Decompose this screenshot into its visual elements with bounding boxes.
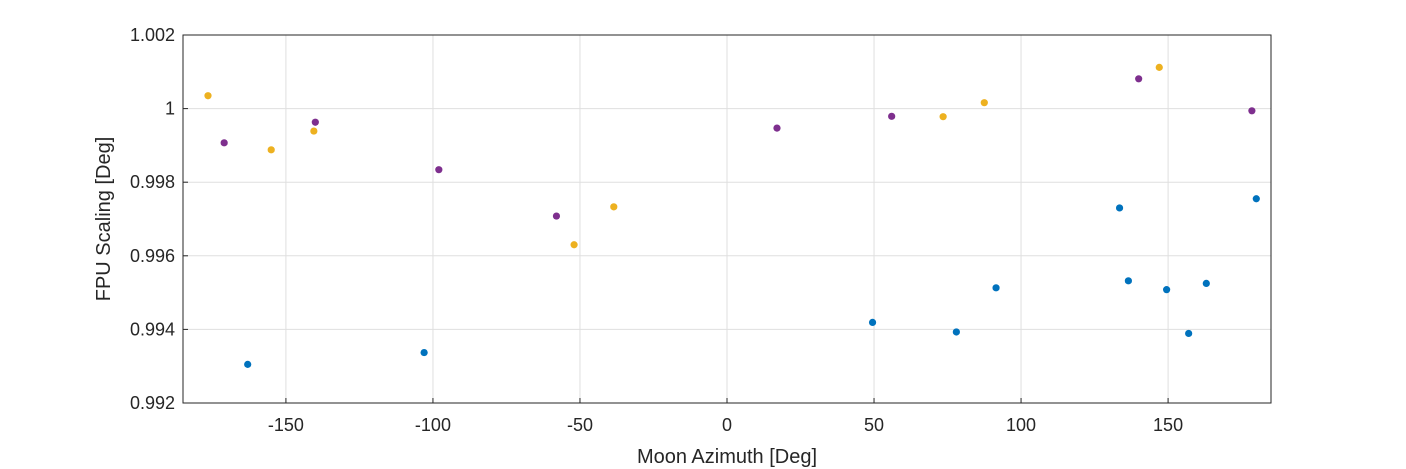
data-point bbox=[939, 113, 947, 121]
data-point bbox=[1124, 277, 1132, 285]
y-tick-label: 0.992 bbox=[130, 393, 175, 413]
data-point bbox=[1248, 107, 1256, 115]
data-point bbox=[204, 92, 212, 100]
x-axis-label: Moon Azimuth [Deg] bbox=[637, 446, 817, 468]
y-tick-label: 1.002 bbox=[130, 25, 175, 45]
y-tick-label: 0.998 bbox=[130, 172, 175, 192]
data-point bbox=[435, 166, 443, 174]
y-axis-label: FPU Scaling [Deg] bbox=[93, 137, 115, 302]
y-axis-ticks: 0.992 0.994 0.996 0.998 1 1.002 bbox=[130, 25, 188, 413]
y-tick-label: 0.994 bbox=[130, 319, 175, 339]
data-point bbox=[220, 139, 228, 147]
x-tick-label: 100 bbox=[1006, 415, 1036, 435]
data-point bbox=[992, 284, 1000, 292]
data-point bbox=[420, 348, 428, 357]
x-tick-label: 150 bbox=[1153, 415, 1183, 435]
data-point bbox=[267, 146, 275, 154]
data-point bbox=[980, 99, 988, 107]
data-point bbox=[1185, 329, 1193, 338]
data-point bbox=[1163, 286, 1171, 294]
data-point bbox=[1155, 63, 1163, 71]
grid-lines bbox=[183, 34, 1271, 404]
x-tick-label: 0 bbox=[722, 415, 732, 435]
data-point bbox=[570, 241, 578, 249]
x-tick-label: 50 bbox=[864, 415, 884, 435]
x-tick-label: -50 bbox=[567, 415, 593, 435]
data-point bbox=[1135, 75, 1143, 83]
data-point bbox=[310, 127, 318, 135]
data-points bbox=[204, 63, 1260, 368]
data-point bbox=[868, 318, 877, 327]
data-point bbox=[552, 212, 561, 220]
data-point bbox=[1202, 279, 1210, 287]
data-point bbox=[1252, 195, 1260, 203]
x-tick-label: -100 bbox=[415, 415, 451, 435]
x-tick-label: -150 bbox=[268, 415, 304, 435]
data-point bbox=[244, 360, 252, 368]
y-tick-label: 0.996 bbox=[130, 246, 175, 266]
data-point bbox=[952, 328, 960, 336]
data-point bbox=[1115, 204, 1124, 212]
data-point bbox=[610, 203, 618, 211]
data-point bbox=[773, 124, 781, 132]
data-point bbox=[311, 118, 319, 126]
x-axis-ticks: -150 -100 -50 0 50 100 150 bbox=[268, 398, 1183, 435]
data-point bbox=[888, 112, 896, 120]
y-tick-label: 1 bbox=[165, 99, 175, 119]
